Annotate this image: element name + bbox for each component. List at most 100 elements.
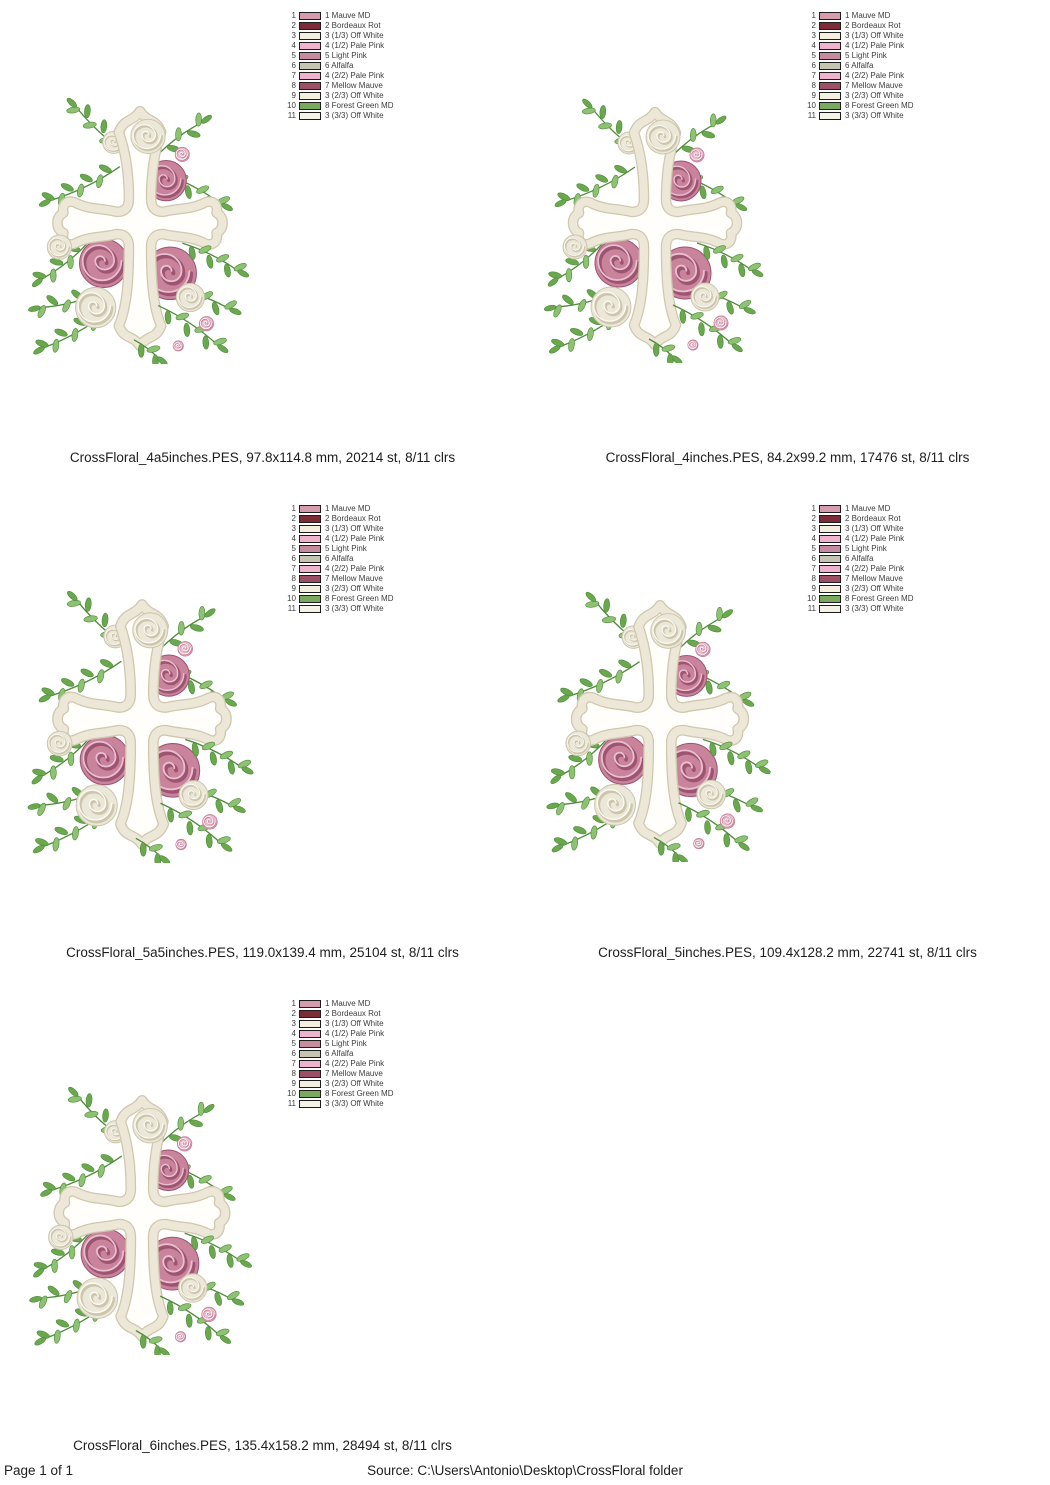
color-swatch (819, 102, 841, 110)
source-path: Source: C:\Users\Antonio\Desktop\CrossFl… (367, 1463, 683, 1478)
color-swatch (819, 22, 841, 30)
legend-number: 3 (291, 1019, 296, 1028)
legend-number: 4 (291, 534, 296, 543)
legend-row: 6 6 Alfalfa (283, 1049, 393, 1059)
roses-front (48, 1107, 217, 1343)
color-swatch (299, 545, 321, 553)
design-caption: CrossFloral_4inches.PES, 84.2x99.2 mm, 1… (605, 450, 970, 465)
roses-front (562, 119, 729, 351)
legend-row: 5 5 Light Pink (803, 544, 913, 554)
legend-label: 6 Alfalfa (845, 554, 874, 563)
legend-label: 1 Mauve MD (325, 11, 371, 20)
legend-label: 7 Mellow Mauve (325, 1069, 383, 1078)
legend-number: 10 (287, 594, 296, 603)
legend-row: 9 3 (2/3) Off White (283, 1079, 393, 1089)
legend-label: 6 Alfalfa (325, 61, 354, 70)
color-swatch (299, 1030, 321, 1038)
color-swatch (299, 82, 321, 90)
legend-number: 4 (291, 1029, 296, 1038)
legend-row: 11 3 (3/3) Off White (803, 604, 913, 614)
legend-number: 1 (811, 504, 816, 513)
legend-row: 8 7 Mellow Mauve (283, 81, 393, 91)
color-swatch (819, 92, 841, 100)
legend-label: 2 Bordeaux Rot (325, 514, 381, 523)
legend-label: 5 Light Pink (845, 51, 887, 60)
color-swatch (299, 605, 321, 613)
legend-label: 3 (3/3) Off White (845, 604, 904, 613)
legend-number: 6 (291, 61, 296, 70)
legend-row: 1 1 Mauve MD (283, 999, 393, 1009)
color-swatch (299, 575, 321, 583)
legend-label: 3 (3/3) Off White (325, 111, 384, 120)
color-swatch (299, 1080, 321, 1088)
legend-row: 11 3 (3/3) Off White (803, 111, 913, 121)
legend-number: 8 (811, 81, 816, 90)
legend-number: 3 (811, 31, 816, 40)
roses-front (565, 613, 736, 850)
legend-row: 5 5 Light Pink (283, 51, 393, 61)
legend-label: 1 Mauve MD (325, 504, 371, 513)
legend-number: 3 (811, 524, 816, 533)
design-caption: CrossFloral_6inches.PES, 135.4x158.2 mm,… (73, 1438, 452, 1453)
embroidery-design-preview (546, 591, 771, 862)
legend-number: 2 (811, 21, 816, 30)
legend-row: 6 6 Alfalfa (283, 554, 393, 564)
legend-row: 10 8 Forest Green MD (803, 101, 913, 111)
legend-number: 8 (291, 81, 296, 90)
legend-label: 4 (1/2) Pale Pink (845, 534, 905, 543)
color-swatch (299, 505, 321, 513)
legend-label: 5 Light Pink (325, 1039, 367, 1048)
legend-row: 7 4 (2/2) Pale Pink (803, 564, 913, 574)
legend-label: 8 Forest Green MD (325, 594, 394, 603)
legend-label: 5 Light Pink (325, 51, 367, 60)
legend-label: 6 Alfalfa (325, 554, 354, 563)
color-swatch (819, 52, 841, 60)
legend-label: 4 (1/2) Pale Pink (325, 1029, 385, 1038)
legend-number: 4 (811, 41, 816, 50)
color-swatch (299, 1040, 321, 1048)
legend-label: 4 (2/2) Pale Pink (845, 71, 905, 80)
color-swatch (819, 515, 841, 523)
legend-label: 7 Mellow Mauve (325, 81, 383, 90)
legend-number: 1 (291, 504, 296, 513)
legend-label: 8 Forest Green MD (845, 594, 914, 603)
page-number: Page 1 of 1 (4, 1463, 74, 1478)
legend-number: 11 (807, 604, 816, 613)
color-swatch (299, 1100, 321, 1108)
cross-applique (570, 600, 750, 849)
legend-row: 11 3 (3/3) Off White (283, 1099, 393, 1109)
legend-row: 10 8 Forest Green MD (283, 1089, 393, 1099)
legend-number: 7 (291, 1059, 296, 1068)
legend-number: 4 (291, 41, 296, 50)
legend-number: 6 (291, 554, 296, 563)
legend-row: 5 5 Light Pink (283, 544, 393, 554)
legend-number: 7 (291, 71, 296, 80)
color-swatch (299, 595, 321, 603)
color-swatch (299, 72, 321, 80)
legend-label: 2 Bordeaux Rot (845, 514, 901, 523)
legend-number: 2 (291, 514, 296, 523)
color-swatch (299, 535, 321, 543)
legend-label: 3 (1/3) Off White (325, 31, 384, 40)
legend-row: 8 7 Mellow Mauve (803, 81, 913, 91)
legend-label: 3 (1/3) Off White (325, 1019, 384, 1028)
color-swatch (299, 1060, 321, 1068)
legend-row: 9 3 (2/3) Off White (283, 91, 393, 101)
color-swatch (299, 62, 321, 70)
color-swatch (819, 565, 841, 573)
legend-number: 8 (291, 1069, 296, 1078)
cross-applique (52, 599, 232, 850)
roses-front (46, 118, 215, 352)
legend-row: 9 3 (2/3) Off White (283, 584, 393, 594)
color-swatch (299, 52, 321, 60)
legend-row: 11 3 (3/3) Off White (283, 111, 393, 121)
legend-row: 2 2 Bordeaux Rot (803, 514, 913, 524)
legend-label: 6 Alfalfa (845, 61, 874, 70)
legend-row: 4 4 (1/2) Pale Pink (283, 534, 393, 544)
legend-label: 1 Mauve MD (325, 999, 371, 1008)
legend-row: 3 3 (1/3) Off White (803, 31, 913, 41)
color-legend: 1 1 Mauve MD 2 2 Bordeaux Rot 3 3 (1/3) Off W… (283, 11, 393, 121)
color-swatch (299, 515, 321, 523)
legend-label: 3 (2/3) Off White (325, 584, 384, 593)
legend-row: 2 2 Bordeaux Rot (283, 514, 393, 524)
